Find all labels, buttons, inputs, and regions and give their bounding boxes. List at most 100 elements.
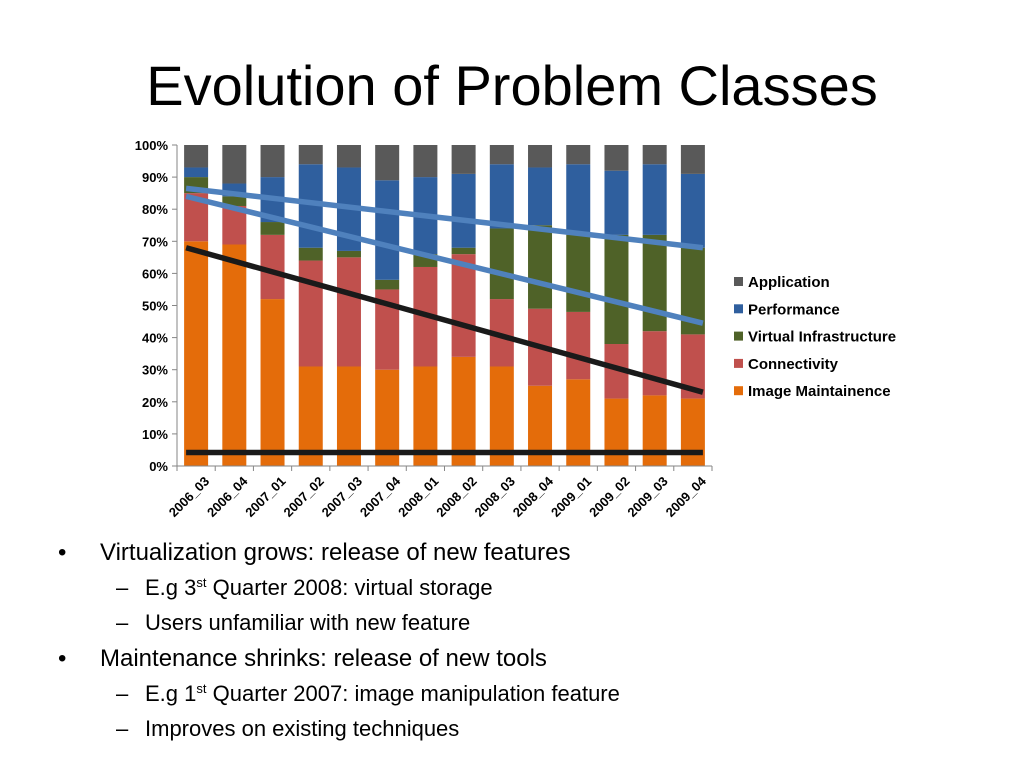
bar-segment-application (451, 145, 476, 174)
superscript: st (196, 681, 207, 696)
y-tick-label: 10% (142, 427, 168, 442)
slide-title: Evolution of Problem Classes (146, 54, 878, 117)
bullet-marker: • (58, 645, 67, 672)
bar-segment-image-maintainence (451, 356, 476, 466)
bar-segment-connectivity (336, 257, 361, 367)
bar-segment-connectivity (298, 260, 323, 367)
sub-bullet-item: – Improves on existing techniques (58, 715, 998, 743)
x-tick-label: 2008_04 (510, 473, 557, 520)
x-tick-label: 2007_01 (242, 474, 288, 520)
bar-segment-virtual-infrastructure (222, 196, 247, 206)
bar-segment-virtual-infrastructure (298, 247, 323, 261)
bar-segment-image-maintainence (413, 366, 438, 466)
x-tick-label: 2006_03 (166, 474, 212, 520)
bar-segment-application (528, 145, 553, 168)
x-tick-label: 2006_04 (204, 473, 251, 520)
bar-segment-image-maintainence (260, 299, 285, 466)
bar-segment-virtual-infrastructure (604, 234, 629, 345)
legend-swatch (734, 331, 743, 341)
bar-segment-image-maintainence (336, 366, 361, 466)
trend-line (185, 185, 704, 251)
bar-segment-image-maintainence (680, 398, 705, 466)
legend-label: Virtual Infrastructure (748, 329, 896, 346)
bar-segment-application (489, 145, 514, 165)
bar-segment-virtual-infrastructure (451, 247, 476, 255)
x-tick-label: 2008_03 (472, 474, 518, 520)
bar-segment-image-maintainence (642, 395, 667, 466)
bar-segment-application (413, 145, 438, 178)
sub-bullet-marker: – (116, 575, 129, 600)
y-tick-label: 30% (142, 363, 168, 378)
bar-segment-performance (642, 164, 667, 235)
bar-segment-performance (604, 170, 629, 235)
bar-segment-application (336, 145, 361, 168)
trend-line (185, 193, 704, 326)
bullet-marker: • (58, 539, 67, 566)
bar-segment-application (566, 145, 591, 165)
bar-segment-performance (528, 167, 553, 226)
bar-segment-virtual-infrastructure (566, 234, 591, 312)
bar-segment-connectivity (489, 299, 514, 367)
bar-segment-image-maintainence (222, 244, 247, 466)
sub-bullet-text: Improves on existing techniques (145, 716, 460, 741)
sub-bullet-text-post: Quarter 2007: image manipulation feature (206, 681, 620, 706)
legend-swatch (734, 386, 743, 396)
y-tick-label: 0% (149, 459, 168, 474)
bar-segment-application (298, 145, 323, 165)
sub-bullet-item: – Users unfamiliar with new feature (58, 609, 998, 637)
legend-swatch (734, 304, 743, 314)
sub-bullet-marker: – (116, 681, 129, 706)
y-tick-label: 40% (142, 331, 168, 346)
bullet-text: Virtualization grows: release of new fea… (100, 539, 571, 566)
bar-segment-connectivity (642, 331, 667, 396)
bar-segment-image-maintainence (489, 366, 514, 466)
bar-segment-virtual-infrastructure (336, 250, 361, 258)
x-tick-label: 2007_03 (319, 474, 365, 520)
y-tick-label: 100% (135, 138, 169, 153)
sub-bullet-text-pre: E.g 1 (145, 681, 197, 706)
bullet-item: • Virtualization grows: release of new f… (58, 538, 998, 568)
sub-bullet-text-pre: E.g 3 (145, 575, 197, 600)
legend-swatch (734, 277, 743, 286)
bar-segment-application (604, 145, 629, 171)
bar-segment-virtual-infrastructure (528, 225, 553, 309)
bar-segment-virtual-infrastructure (642, 234, 667, 332)
bar-segment-application (680, 145, 705, 174)
legend-label: Connectivity (748, 356, 839, 373)
bar-segment-performance (184, 167, 209, 178)
bar-segment-performance (451, 173, 476, 248)
bar-segment-virtual-infrastructure (260, 222, 285, 235)
bar-segment-performance (566, 164, 591, 235)
x-tick-label: 2008_01 (395, 474, 441, 520)
bullet-item: • Maintenance shrinks: release of new to… (58, 644, 998, 674)
y-tick-label: 60% (142, 266, 168, 281)
bar-segment-application (642, 145, 667, 165)
legend-label: Performance (748, 301, 840, 318)
bar-segment-virtual-infrastructure (375, 279, 400, 290)
x-tick-label: 2008_02 (433, 474, 479, 520)
bullet-list: • Virtualization grows: release of new f… (58, 538, 998, 750)
x-tick-label: 2009_04 (663, 473, 710, 520)
bar-segment-connectivity (451, 254, 476, 357)
bar-segment-performance (680, 173, 705, 248)
legend-label: Image Maintainence (748, 383, 891, 400)
legend-swatch (734, 358, 743, 368)
x-tick-label: 2007_02 (280, 474, 326, 520)
sub-bullet-item: – E.g 3st Quarter 2008: virtual storage (58, 574, 998, 602)
bar-segment-image-maintainence (184, 241, 209, 466)
x-tick-label: 2009_02 (586, 474, 632, 520)
x-tick-label: 2009_03 (624, 474, 670, 520)
bar-segment-application (184, 145, 209, 168)
bar-segment-application (375, 145, 400, 181)
y-tick-label: 20% (142, 395, 168, 410)
bar-segment-application (260, 145, 285, 178)
sub-bullet-text-post: Quarter 2008: virtual storage (206, 575, 493, 600)
x-tick-label: 2009_01 (548, 474, 594, 520)
bar-segment-application (222, 145, 247, 184)
bar-segment-performance (375, 180, 400, 280)
bar-segment-virtual-infrastructure (489, 228, 514, 300)
bullet-text: Maintenance shrinks: release of new tool… (100, 645, 547, 672)
superscript: st (196, 575, 207, 590)
y-tick-label: 90% (142, 170, 168, 185)
